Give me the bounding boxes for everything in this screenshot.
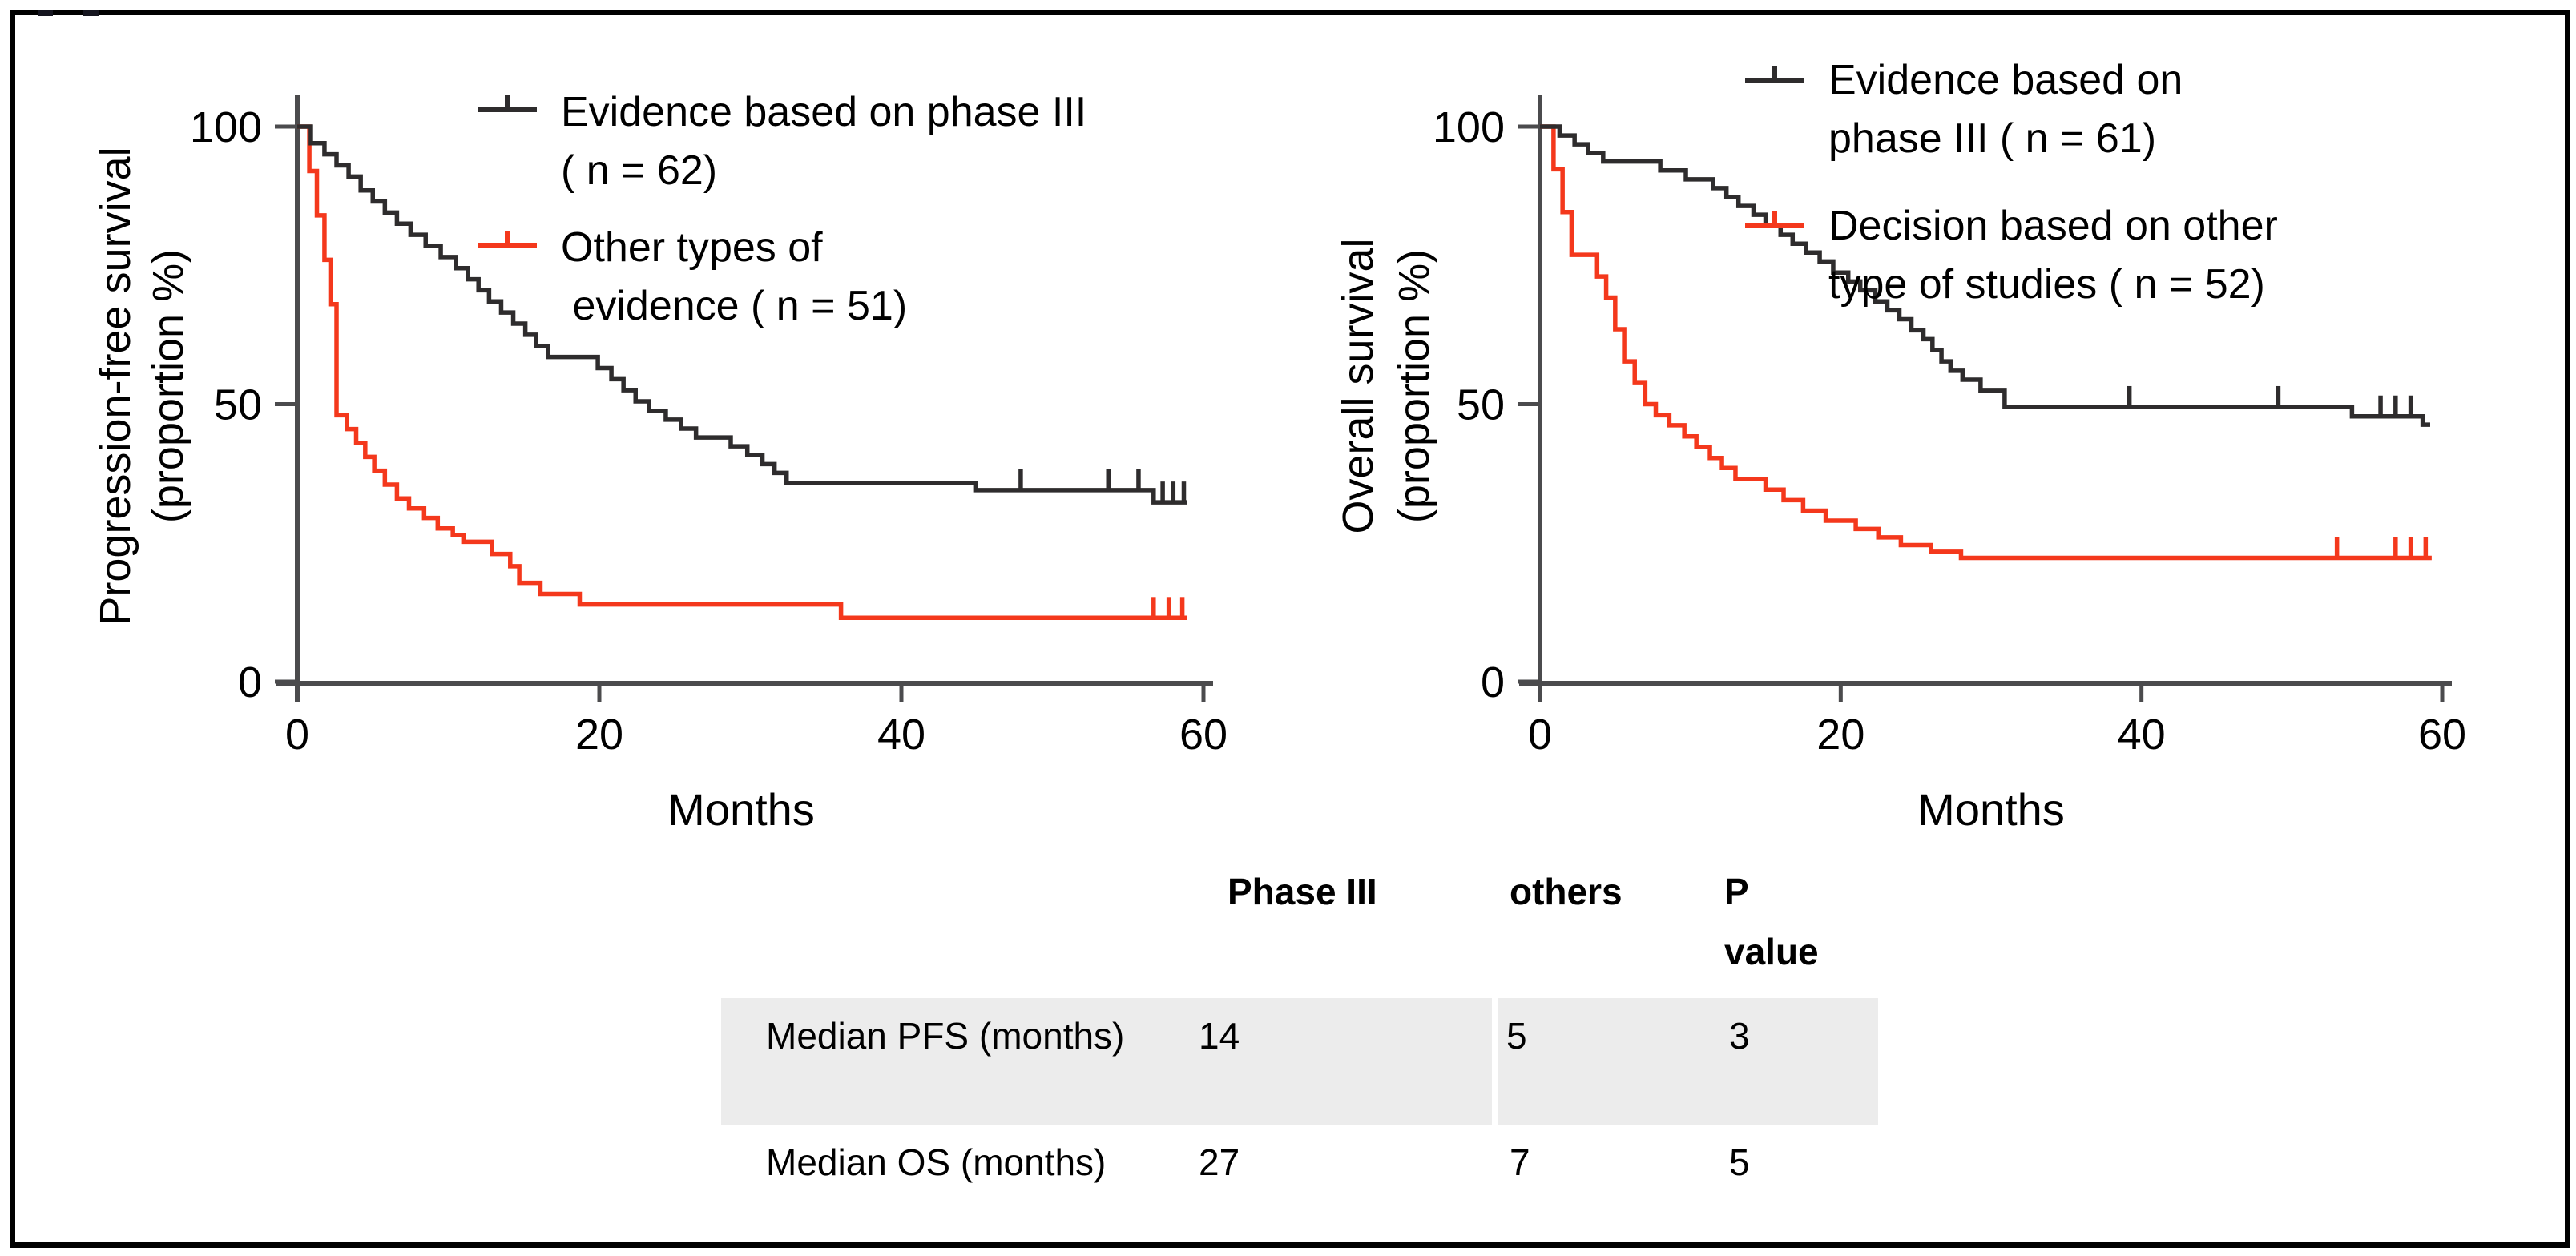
pfs-plot: 100 50 00 20 40 60 xyxy=(190,95,1228,759)
y-tick-label: 0 xyxy=(238,658,262,706)
legend-label-line: ( n = 62) xyxy=(561,147,718,194)
legend-label-line: Decision based on other xyxy=(1828,203,2278,249)
legend-tick-black xyxy=(1772,66,1777,79)
os-y-axis-label-line1: Overall survival xyxy=(1334,238,1382,534)
y-tick-label: 100 xyxy=(1433,103,1505,151)
legend-tick-red xyxy=(1772,211,1777,225)
x-tick-label: 40 xyxy=(2118,711,2166,759)
x-tick-label: 20 xyxy=(1816,711,1864,759)
pfs-y-axis-label-line2: (proportion %) xyxy=(144,248,192,524)
y-tick-label: 50 xyxy=(214,381,262,429)
cropped-text-artifact xyxy=(83,10,99,16)
x-tick-label: 40 xyxy=(877,711,925,759)
table-cell-median-pfs-phase3: 14 xyxy=(1199,1015,1240,1057)
legend-label-line: evidence ( n = 51) xyxy=(561,283,908,329)
censor-marker-icon xyxy=(478,227,537,263)
x-tick-label: 60 xyxy=(2418,711,2466,759)
table-cell-median-os-pvalue: 5 xyxy=(1729,1141,1750,1183)
legend-item-pfs-phase3: Evidence based on phase III ( n = 62) xyxy=(561,83,1086,200)
table-row-shade xyxy=(721,998,1878,1125)
pfs-y-axis-label-line1: Progression-free survival xyxy=(91,147,139,626)
km-curve xyxy=(1540,124,2432,561)
table-header-others: others xyxy=(1510,871,1623,912)
legend-label-line: Other types of xyxy=(561,224,823,271)
km-curve xyxy=(297,124,1187,621)
cropped-text-artifact xyxy=(38,10,53,16)
legend-tick-red xyxy=(505,231,510,244)
legend-item-os-phase3: Evidence based on phase III ( n = 61) xyxy=(1828,51,2183,168)
table-cell-median-os-others: 7 xyxy=(1510,1141,1530,1183)
table-cell-median-pfs-others: 5 xyxy=(1506,1015,1527,1057)
figure-border xyxy=(10,10,2570,1248)
x-tick-label: 60 xyxy=(1179,711,1228,759)
legend-line-black xyxy=(478,107,537,112)
legend-label-line: phase III ( n = 61) xyxy=(1828,115,2157,162)
km-curve xyxy=(1540,124,2430,427)
legend-line-red xyxy=(1745,223,1804,228)
censor-marker-icon xyxy=(478,92,537,127)
legend-line-red xyxy=(478,243,537,248)
table-cell-median-pfs-pvalue: 3 xyxy=(1729,1015,1750,1057)
table-header-pvalue-line2: value xyxy=(1724,931,1819,972)
os-plot: 100 50 00 20 40 60 xyxy=(1433,95,2466,759)
legend-line-black xyxy=(1745,78,1804,83)
censor-marker-icon xyxy=(1745,208,1804,244)
legend-item-pfs-other: Other types of evidence ( n = 51) xyxy=(561,219,907,336)
os-y-axis-label-line2: (proportion %) xyxy=(1390,248,1438,524)
table-row-label: Median OS (months) xyxy=(766,1141,1107,1183)
y-tick-label: 0 xyxy=(1481,658,1505,706)
y-tick-label: 50 xyxy=(1457,381,1505,429)
table-header-pvalue-line1: P xyxy=(1724,871,1749,912)
legend-label-line: Evidence based on xyxy=(1828,57,2183,103)
legend-label-line: Evidence based on phase III xyxy=(561,89,1087,135)
y-tick-label: 100 xyxy=(190,103,262,151)
x-tick-label: 20 xyxy=(575,711,623,759)
table-row-label: Median PFS (months) xyxy=(766,1015,1125,1057)
x-tick-label: 0 xyxy=(1528,711,1552,759)
os-x-axis-label: Months xyxy=(1917,784,2065,835)
table-cell-divider xyxy=(1492,998,1498,1125)
legend-label-line: type of studies ( n = 52) xyxy=(1828,261,2265,308)
legend-item-os-other: Decision based on other type of studies … xyxy=(1828,197,2278,314)
censor-marker-icon xyxy=(1745,62,1804,98)
table-cell-median-os-phase3: 27 xyxy=(1199,1141,1240,1183)
table-header-phase3: Phase III xyxy=(1228,871,1377,912)
legend-tick-black xyxy=(505,95,510,109)
x-tick-label: 0 xyxy=(285,711,309,759)
pfs-x-axis-label: Months xyxy=(667,784,815,835)
km-curve xyxy=(297,124,1187,505)
